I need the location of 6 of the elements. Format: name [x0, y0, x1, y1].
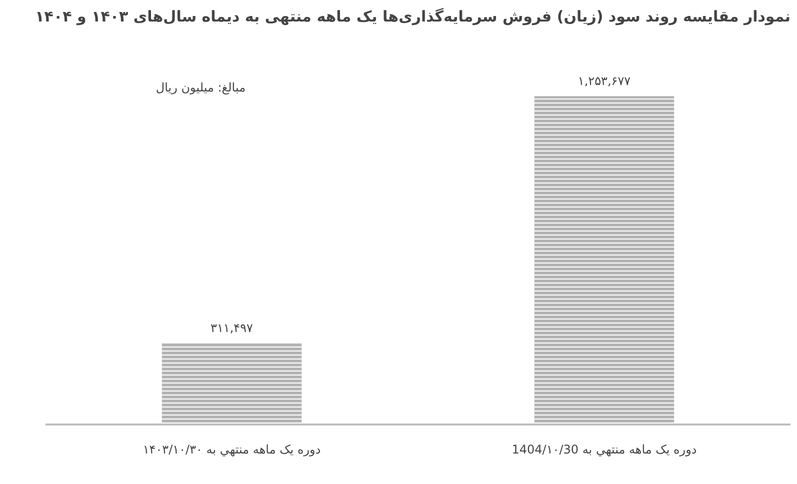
x-tick-label: دوره یک ماهه منتهي به 1404/۱۰/30	[512, 442, 697, 456]
chart-title: نمودار مقایسه روند سود (زیان) فروش سرمایه‌گذاری‌ها یک ماهه منتهی به دیماه سال‌های ۱۴۰۳ و ۱۴۰۴	[35, 8, 791, 26]
data-label: ۳۱۱,۴۹۷	[210, 320, 254, 335]
data-label: ۱,۲۵۳,۶۷۷	[578, 74, 632, 88]
x-tick-label: دوره یک ماهه منتهي به ۱۴۰۳/۱۰/۳۰	[142, 442, 321, 456]
text: مبالغ: میلیون ریال	[156, 80, 246, 94]
